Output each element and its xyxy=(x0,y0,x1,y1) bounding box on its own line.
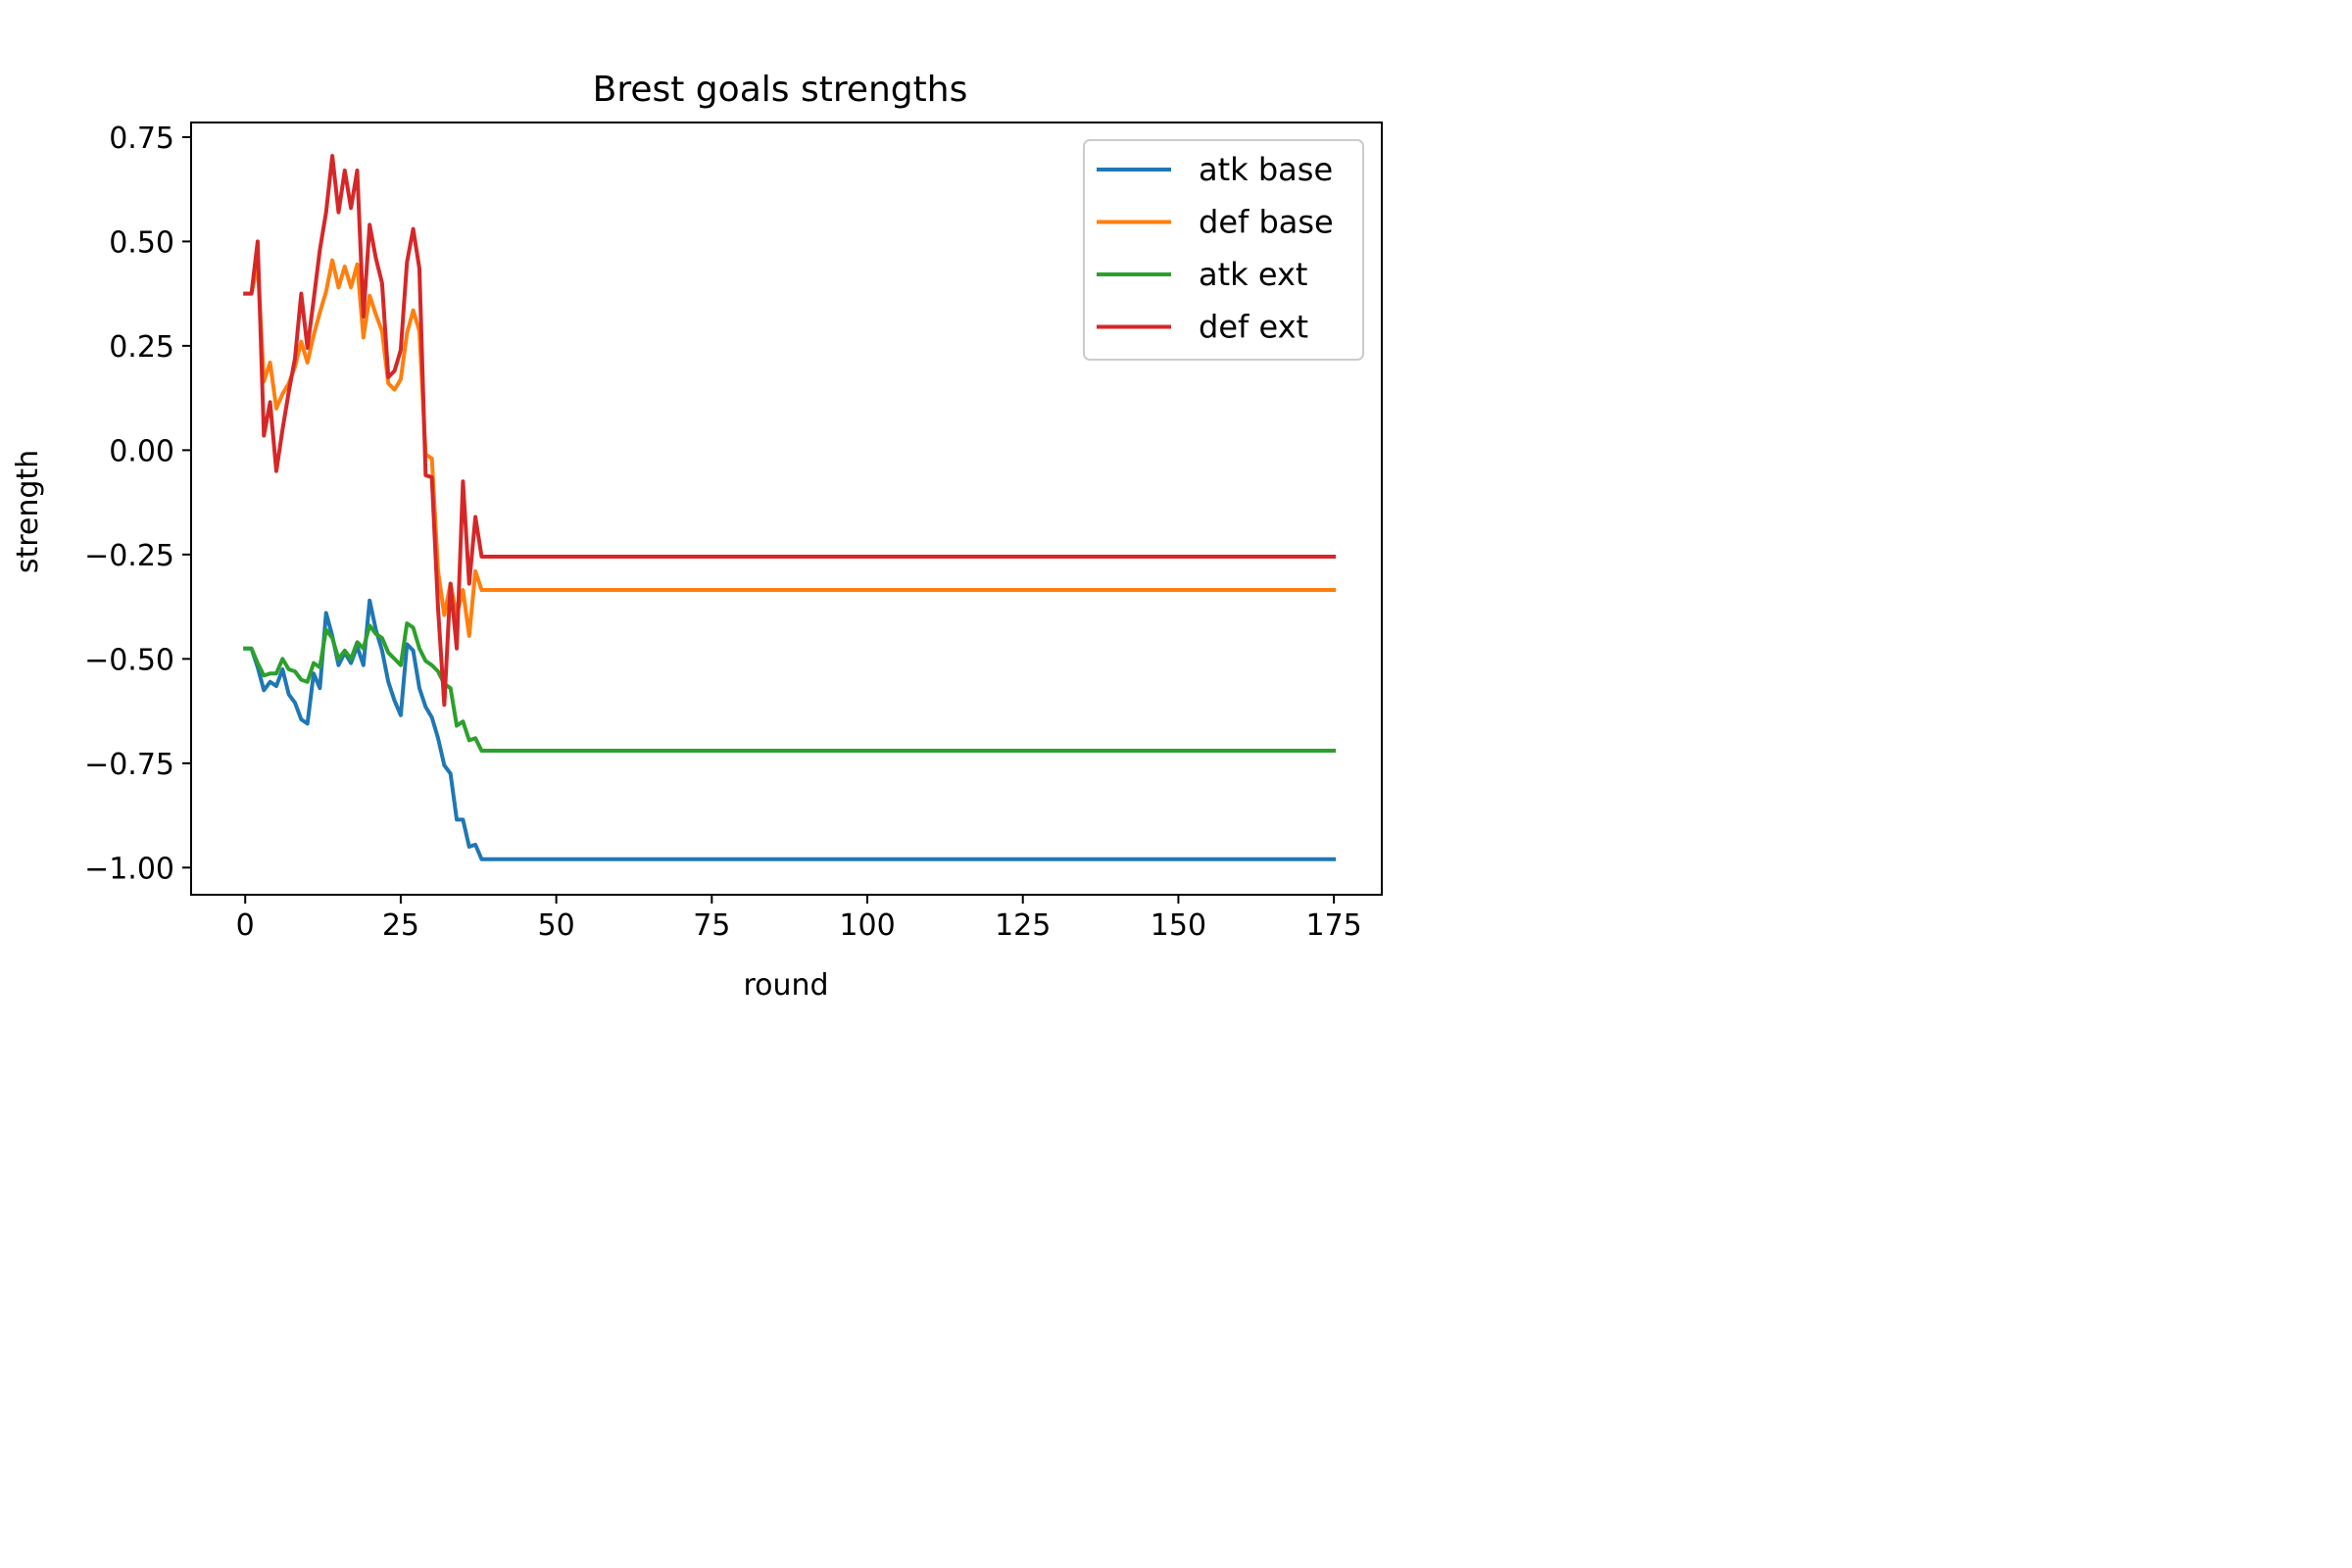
line-chart: Brest goals strengths 0 25 50 75 100 125 150 17… xyxy=(0,0,1515,1025)
y-tick-label: 0.00 xyxy=(109,434,174,468)
y-tick-label: −0.25 xyxy=(84,539,174,573)
x-axis-ticks: 0 25 50 75 100 125 150 175 xyxy=(236,895,1362,943)
y-tick-label: −0.50 xyxy=(84,643,174,677)
y-tick-label: 0.75 xyxy=(109,122,174,156)
x-tick-label: 150 xyxy=(1151,908,1206,943)
x-tick-label: 25 xyxy=(382,908,419,943)
x-tick-label: 0 xyxy=(236,908,255,943)
x-axis-label: round xyxy=(743,968,828,1003)
series-line-def-base xyxy=(243,258,1337,638)
plot-frame xyxy=(190,122,1383,896)
legend-label: def base xyxy=(1199,204,1334,241)
legend-entries: atk base def base atk ext def ext xyxy=(1097,151,1334,346)
x-tick-label: 175 xyxy=(1305,908,1361,943)
legend-box xyxy=(1083,139,1364,361)
x-tick-label: 100 xyxy=(839,908,895,943)
series-layer xyxy=(243,154,1337,861)
chart-title: Brest goals strengths xyxy=(593,70,968,110)
y-tick-label: 0.50 xyxy=(109,225,174,260)
legend: atk base def base atk ext def ext xyxy=(1083,139,1364,361)
y-axis-ticks: −1.00 −0.75 −0.50 −0.25 0.00 0.25 0.50 0.75 xyxy=(84,122,191,886)
legend-label: atk ext xyxy=(1199,256,1307,293)
x-tick-label: 75 xyxy=(693,908,730,943)
x-tick-label: 125 xyxy=(995,908,1051,943)
legend-label: atk base xyxy=(1199,151,1333,188)
x-tick-label: 50 xyxy=(538,908,575,943)
y-tick-label: −1.00 xyxy=(84,852,174,886)
y-axis-label: strength xyxy=(11,450,45,573)
legend-label: def ext xyxy=(1199,309,1308,346)
y-tick-label: −0.75 xyxy=(84,748,174,782)
y-tick-label: 0.25 xyxy=(109,330,174,365)
series-line-atk-ext xyxy=(243,621,1337,754)
series-line-def-ext xyxy=(243,154,1337,708)
